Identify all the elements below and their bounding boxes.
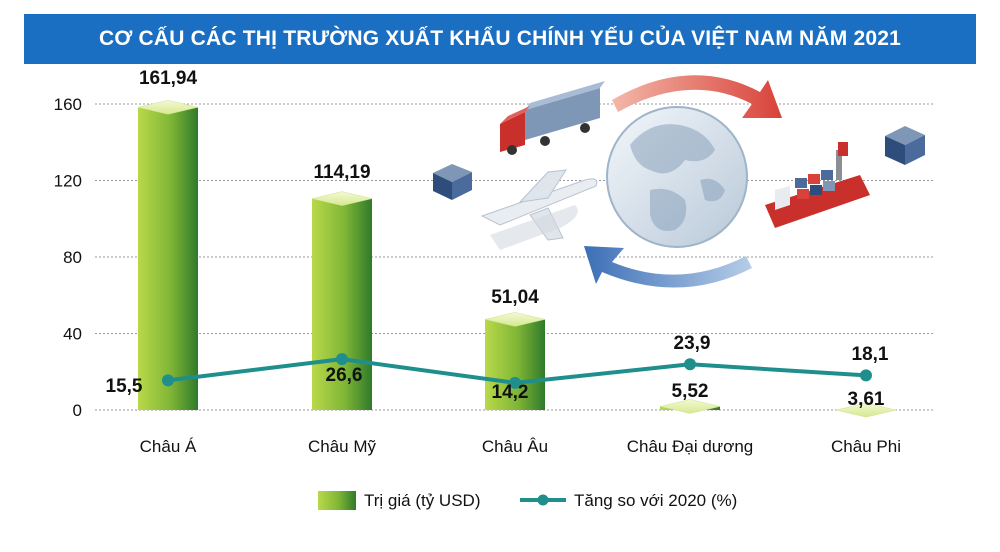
line-point	[162, 374, 174, 387]
bar-value-label: 161,94	[139, 68, 198, 89]
legend-swatch-bar	[318, 491, 356, 510]
line-value-label: 23,9	[674, 333, 711, 354]
x-category-label: Châu Á	[140, 437, 197, 456]
bar-4	[835, 402, 897, 418]
line-value-label: 15,5	[106, 376, 143, 397]
y-tick-label: 0	[73, 401, 82, 420]
bar-1	[311, 191, 373, 410]
x-category-label: Châu Âu	[482, 437, 548, 456]
bar-3	[659, 399, 721, 414]
blue-arrow-icon	[584, 246, 752, 288]
x-category-label: Châu Phi	[831, 437, 901, 456]
labels-layer: 161,94 114,19 51,04 5,52 3,61 15,5 26,6 14,2 23,…	[106, 68, 889, 410]
bars-layer	[137, 100, 897, 418]
bar	[138, 107, 198, 411]
bar-value-label: 114,19	[313, 162, 370, 183]
bar-2	[484, 312, 546, 410]
bar-cap	[484, 312, 546, 327]
line-value-label: 26,6	[326, 365, 363, 386]
legend-swatch-marker	[537, 494, 549, 506]
x-category-label: Châu Đại dương	[627, 437, 754, 456]
line-layer	[162, 353, 872, 389]
y-tick-label: 40	[63, 325, 82, 344]
line-value-label: 18,1	[852, 344, 889, 365]
airplane-icon	[480, 169, 598, 250]
x-axis: Châu Á Châu Mỹ Châu Âu Châu Đại dương Châu P…	[140, 437, 901, 456]
package-icon	[433, 164, 472, 200]
bar-0	[137, 100, 199, 411]
line-value-label: 14,2	[492, 382, 529, 403]
truck-icon	[500, 81, 605, 155]
y-axis: 0 40 80 120 160	[54, 95, 82, 420]
bar-cap	[835, 402, 897, 418]
line-point	[336, 353, 348, 366]
line-point	[684, 358, 696, 371]
bar-cap	[311, 191, 373, 206]
legend-label-bar: Trị giá (tỷ USD)	[364, 491, 481, 510]
line-point	[860, 369, 872, 382]
y-tick-label: 160	[54, 95, 82, 114]
globe-continents	[630, 124, 725, 231]
x-category-label: Châu Mỹ	[308, 437, 377, 456]
bar-cap	[137, 100, 199, 115]
line-point	[509, 376, 521, 389]
package-icon	[885, 126, 925, 165]
legend-label-line: Tăng so với 2020 (%)	[574, 491, 737, 510]
y-tick-label: 120	[54, 172, 82, 191]
bar-value-label: 51,04	[491, 287, 539, 308]
trade-illustration	[433, 75, 925, 288]
bar	[312, 198, 372, 410]
legend: Trị giá (tỷ USD) Tăng so với 2020 (%)	[318, 491, 737, 510]
red-arrow-icon	[612, 75, 782, 118]
chart-title: CƠ CẤU CÁC THỊ TRƯỜNG XUẤT KHẨU CHÍNH YẾ…	[98, 27, 902, 50]
bar-value-label: 5,52	[672, 381, 709, 402]
bar-cap	[659, 399, 721, 414]
cargo-ship-icon	[765, 142, 870, 228]
y-tick-label: 80	[63, 248, 82, 267]
bar-value-label: 3,61	[848, 389, 885, 410]
bar	[485, 319, 545, 410]
chart-title-bar: CƠ CẤU CÁC THỊ TRƯỜNG XUẤT KHẨU CHÍNH YẾ…	[24, 14, 976, 64]
